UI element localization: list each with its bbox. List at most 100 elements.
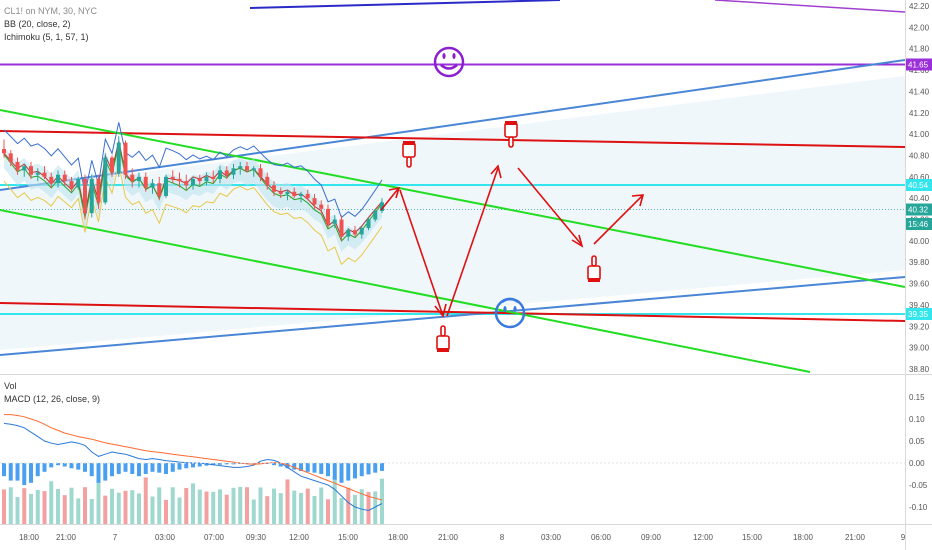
bollinger-basis bbox=[3, 140, 383, 238]
macd-histogram-bar bbox=[319, 463, 324, 474]
volume-bar bbox=[366, 491, 371, 524]
vol-legend[interactable]: Vol bbox=[4, 381, 17, 391]
macd-histogram-bar bbox=[305, 463, 310, 472]
candle-body bbox=[305, 193, 310, 199]
macd-axis[interactable]: 0.15 0.10 0.05 0.00 -0.05 -0.10 bbox=[909, 393, 928, 512]
macd-histogram-bar bbox=[224, 463, 229, 465]
candle-body bbox=[62, 174, 67, 182]
macd-tick-label: -0.10 bbox=[909, 503, 928, 512]
price-tick-label: 42.00 bbox=[909, 23, 930, 32]
hand-pointing-up-icon[interactable] bbox=[436, 325, 450, 352]
price-badges: 41.65 40.54 40.32 15:46 39.35 bbox=[906, 58, 932, 320]
candle-body bbox=[116, 142, 121, 173]
bollinger-upper-band bbox=[3, 122, 383, 219]
macd-histogram-bar bbox=[292, 463, 297, 470]
happy-face-icon[interactable] bbox=[433, 46, 465, 78]
price-tick-label: 41.00 bbox=[909, 130, 930, 139]
price-tick-label: 40.40 bbox=[909, 194, 930, 203]
candle-body bbox=[332, 219, 337, 224]
blue-regression-lower bbox=[0, 276, 906, 356]
macd-histogram-bar bbox=[103, 463, 108, 481]
candle-body bbox=[42, 172, 47, 177]
time-tick-label: 21:00 bbox=[438, 533, 459, 542]
candle-body bbox=[56, 174, 60, 184]
macd-histogram-bar bbox=[326, 463, 330, 477]
price-tick-label: 39.80 bbox=[909, 258, 930, 267]
arrowhead-5 bbox=[631, 194, 645, 207]
candle-body bbox=[197, 178, 202, 182]
candle-body bbox=[177, 178, 182, 182]
violet-top-line bbox=[714, 0, 906, 13]
volume-bar bbox=[251, 499, 256, 524]
bb-legend[interactable]: BB (20, close, 2) bbox=[4, 19, 71, 29]
price-tick-label: 39.20 bbox=[909, 322, 930, 331]
arrowhead-2 bbox=[434, 303, 447, 318]
candle-body bbox=[69, 181, 74, 188]
time-axis[interactable]: 18:00 21:00 7 03:00 07:00 09:30 12:00 15:00 18:0… bbox=[19, 533, 906, 542]
price-tick-label: 42.20 bbox=[909, 2, 930, 11]
macd-histogram-bar bbox=[89, 463, 94, 477]
hand-pointing-down-icon[interactable] bbox=[504, 121, 518, 148]
candle-body bbox=[164, 176, 168, 197]
volume-bar bbox=[164, 499, 168, 524]
macd-histogram-bar bbox=[49, 463, 54, 468]
candle-body bbox=[96, 178, 101, 203]
macd-histogram-bar bbox=[69, 463, 74, 469]
volume-bar bbox=[150, 496, 155, 524]
candle-body bbox=[8, 153, 13, 162]
macd-histogram-bar bbox=[96, 463, 101, 483]
candle-body bbox=[319, 204, 324, 209]
macd-tick-label: -0.05 bbox=[909, 481, 928, 490]
volume-bar bbox=[110, 488, 114, 524]
volume-bar bbox=[76, 498, 81, 524]
macd-histogram-bar bbox=[110, 463, 114, 477]
macd-histogram-bar bbox=[164, 463, 168, 474]
candle-body bbox=[285, 191, 290, 194]
volume-bar bbox=[35, 489, 40, 524]
macd-histogram-bar bbox=[177, 463, 182, 470]
hand-pointing-up-icon[interactable] bbox=[587, 255, 601, 282]
price-tick-label: 39.60 bbox=[909, 280, 930, 289]
volume-bar bbox=[197, 489, 202, 524]
ichimoku-legend[interactable]: Ichimoku (5, 1, 57, 1) bbox=[4, 32, 89, 42]
time-tick-label: 18:00 bbox=[19, 533, 40, 542]
arrow-path-1 bbox=[380, 188, 399, 211]
red-channel-upper bbox=[0, 130, 906, 148]
volume-bar bbox=[339, 498, 344, 524]
volume-bar bbox=[143, 477, 148, 524]
volume-bar bbox=[353, 494, 357, 524]
volume-bar bbox=[2, 489, 6, 524]
arrow-path-5 bbox=[593, 195, 643, 245]
forecast-arrows bbox=[380, 164, 645, 318]
macd-legend[interactable]: MACD (12, 26, close, 9) bbox=[4, 394, 101, 404]
volume-bar bbox=[218, 489, 222, 524]
volume-bar bbox=[69, 487, 74, 524]
hand-pointing-down-icon[interactable] bbox=[402, 141, 416, 168]
arrowhead-1 bbox=[388, 186, 401, 199]
volume-bar bbox=[177, 497, 182, 524]
candle-body bbox=[150, 183, 155, 188]
macd-histogram-bar bbox=[150, 463, 155, 472]
blue-top-line bbox=[249, 0, 561, 9]
volume-bar bbox=[157, 487, 162, 524]
macd-histogram-bar bbox=[285, 463, 290, 469]
symbol-legend[interactable]: CL1! on NYM, 30, NYC bbox=[4, 6, 98, 16]
volume-bar bbox=[29, 493, 33, 524]
macd-histogram-bar bbox=[332, 463, 337, 480]
macd-histogram-bar bbox=[184, 463, 189, 469]
time-tick-label: 12:00 bbox=[693, 533, 714, 542]
sad-face-icon[interactable] bbox=[494, 297, 526, 329]
macd-histogram-bar bbox=[42, 463, 47, 472]
volume-bar bbox=[285, 479, 290, 524]
volume-bar bbox=[373, 491, 378, 524]
price-badge bbox=[906, 308, 932, 320]
macd-histogram-bar bbox=[130, 463, 135, 474]
volume-bar bbox=[278, 493, 283, 524]
macd-histogram-bar bbox=[83, 463, 87, 472]
candle-body bbox=[366, 219, 371, 229]
price-badge-label: 39.35 bbox=[908, 310, 929, 319]
volume-bar bbox=[184, 487, 189, 524]
blue-regression-upper bbox=[0, 59, 906, 191]
volume-bar bbox=[123, 490, 128, 524]
macd-histogram-bar bbox=[312, 463, 317, 473]
